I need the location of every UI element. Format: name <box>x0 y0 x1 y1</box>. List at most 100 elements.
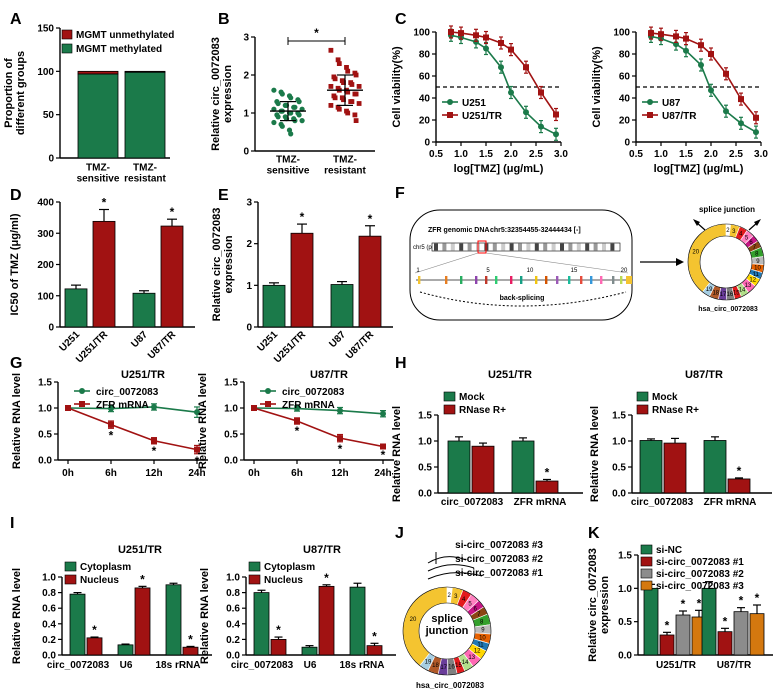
data-point <box>353 72 359 78</box>
significance-star: * <box>188 632 193 646</box>
data-point <box>538 123 544 130</box>
significance-star: * <box>109 428 114 442</box>
y-tick-label: 0.5 <box>618 617 632 628</box>
exon <box>520 276 523 284</box>
bar-rnase-r- <box>471 445 495 494</box>
chromosome-band <box>610 243 615 251</box>
data-point <box>380 443 386 450</box>
x-tick-label: TMZ-resistant <box>324 155 366 177</box>
legend-swatch <box>640 556 653 567</box>
data-point <box>345 89 351 95</box>
panel-label-h: H <box>395 355 407 372</box>
significance-star: * <box>92 623 97 637</box>
y-axis-label: IC50 of TMZ (μg/ml) <box>9 213 21 315</box>
x-tick-label: 18s rRNA <box>339 660 384 671</box>
ring-segment-label: 10 <box>479 635 486 641</box>
data-point <box>337 435 343 442</box>
panel-label-c: C <box>395 11 407 28</box>
ring-segment-label: 9 <box>481 628 485 634</box>
data-point <box>332 95 338 101</box>
chromosome-band <box>534 243 539 251</box>
y-tick-label: 0.4 <box>42 619 56 630</box>
data-point <box>356 84 362 89</box>
y-tick-label: 20 <box>619 116 631 127</box>
y-tick-label: 0.6 <box>226 604 240 615</box>
arrow-head <box>693 219 700 226</box>
y-axis-label: Cell viability(%) <box>391 46 403 128</box>
data-point <box>328 84 334 89</box>
legend-label: Nucleus <box>264 575 303 586</box>
y-axis-label: Relative circ_0072083expression <box>210 37 234 151</box>
genomic-frame <box>409 209 633 321</box>
y-axis-label: Relative RNA level <box>199 568 211 664</box>
diagram-f: ZFR genomic DNA chr5:32354455-32444434 [-… <box>409 205 765 321</box>
y-tick-label: 0 <box>246 323 252 334</box>
x-tick-label: 0h <box>248 468 260 479</box>
sirna-arc-2 <box>427 564 475 572</box>
data-point <box>498 40 504 46</box>
ring-segment-label: 11 <box>753 272 760 278</box>
y-tick-label: 2 <box>243 71 249 82</box>
chromosome-band <box>551 243 556 251</box>
y-tick-label: 1 <box>243 109 249 120</box>
y-axis-label: Relative circ_0072083expression <box>587 548 611 662</box>
data-point <box>683 35 689 42</box>
legend-swatch <box>640 568 653 579</box>
sirna-label: si-circ_0072083 #3 <box>455 540 543 551</box>
y-tick-label: 0.0 <box>224 456 238 467</box>
ring-segment-label: 4 <box>462 597 466 603</box>
y-tick-label: 50 <box>43 110 55 121</box>
panel-label-i: I <box>10 515 14 532</box>
legend-label: circ_0072083 <box>282 387 345 398</box>
y-tick-label: 0 <box>424 138 430 149</box>
data-point <box>335 57 341 63</box>
y-tick-label: 100 <box>37 67 54 78</box>
significance-star: * <box>697 596 702 610</box>
significance-star: * <box>295 424 300 438</box>
y-axis-label: Relative RNA level <box>11 373 23 469</box>
bar-rnase-r- <box>727 478 751 494</box>
sirna-label: si-circ_0072083 #2 <box>455 554 543 565</box>
y-tick-label: 0.0 <box>618 651 632 662</box>
data-point <box>151 437 157 444</box>
series-line <box>67 407 198 451</box>
legend-label: Nucleus <box>80 575 119 586</box>
splice-junction-label: splice junction <box>699 205 755 214</box>
significance-star: * <box>300 210 305 224</box>
circ-name-label: hsa_circ_0072083 <box>416 681 485 690</box>
series-line <box>253 407 384 415</box>
chart-h2: 0.0 0.5 1.0 1.5 Relative RNA level U87/TR * Moc… <box>589 369 772 508</box>
circ-name-label: hsa_circ_0072083 <box>698 306 758 313</box>
x-tick-label: 1.0 <box>454 149 468 160</box>
genomic-dna-title: ZFR genomic DNA <box>428 227 489 234</box>
x-tick-label: U251 <box>57 329 82 354</box>
chromosome-band <box>585 243 590 251</box>
panel-label-g: G <box>10 355 22 372</box>
bar-mock <box>703 440 727 494</box>
data-point <box>538 89 544 96</box>
chromosome-band <box>593 243 598 251</box>
x-tick-label: 24h <box>374 468 391 479</box>
x-tick-label: circ_0072083 <box>47 660 110 671</box>
data-point <box>194 446 200 453</box>
y-tick-label: 0.0 <box>612 489 626 500</box>
legend-marker <box>79 401 85 407</box>
x-tick-label: ZFR mRNA <box>704 497 757 508</box>
data-point <box>279 91 285 97</box>
data-point <box>194 409 200 416</box>
chromosome-ideogram <box>431 242 621 252</box>
panel-label-f: F <box>395 185 405 202</box>
diagram-j: si-circ_0072083 #3 si-circ_0072083 #2 si-c… <box>402 540 543 690</box>
significance-star: * <box>152 444 157 458</box>
x-tick-label: 2.0 <box>704 149 718 160</box>
data-point <box>292 104 298 110</box>
panel-label-j: J <box>395 525 404 542</box>
ring-segment-label: 20 <box>692 250 699 256</box>
data-point <box>275 114 281 120</box>
chromosome-band <box>442 243 447 251</box>
bar-mock <box>639 440 663 494</box>
y-tick-label: 0 <box>624 138 630 149</box>
bar-u251-tr <box>92 220 116 328</box>
x-tick-label: 1.5 <box>479 149 493 160</box>
gene-locus-marker <box>477 240 487 254</box>
